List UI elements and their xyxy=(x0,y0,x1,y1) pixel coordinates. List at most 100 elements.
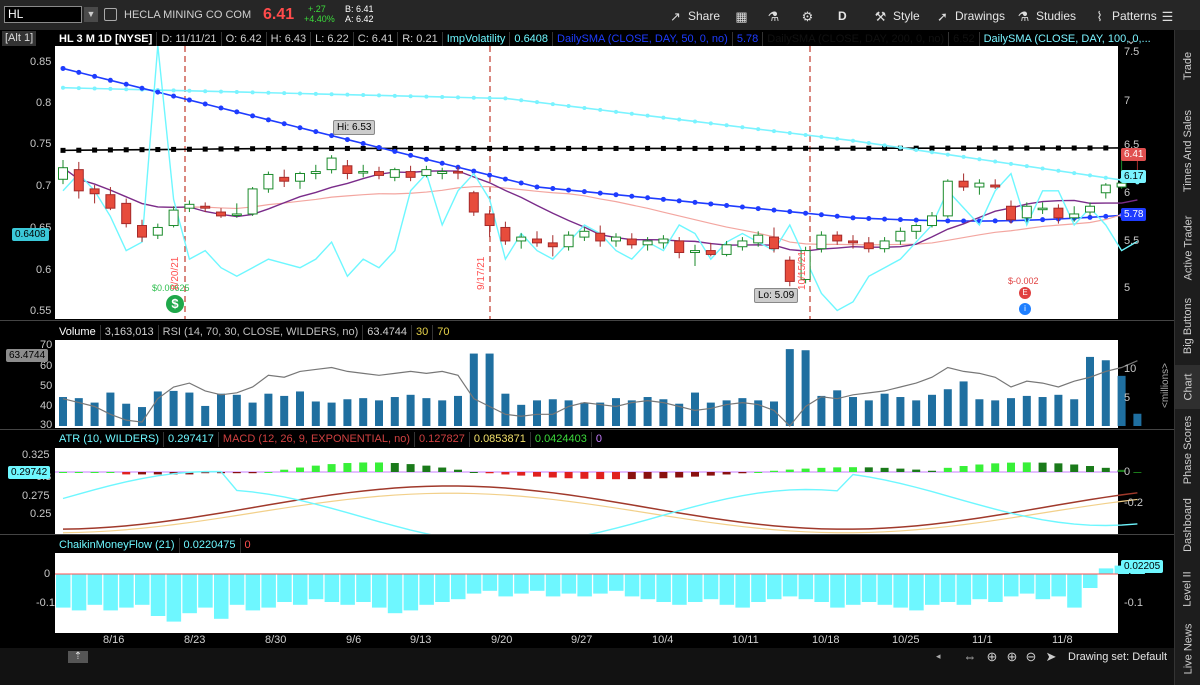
sidebar-tab-dashboard[interactable]: Dashboard xyxy=(1175,488,1200,562)
sidebar-tab-live-news[interactable]: Live News xyxy=(1175,615,1200,683)
sma100-series-point xyxy=(835,136,840,141)
sma50-series-point xyxy=(913,217,919,223)
sma50-series-point xyxy=(613,192,619,198)
volume-bar xyxy=(912,400,921,426)
ma-long-line xyxy=(62,167,1138,246)
sidebar-tab-big-buttons[interactable]: Big Buttons xyxy=(1175,292,1200,360)
sma200-series-point xyxy=(265,146,271,152)
zoom-out-icon[interactable]: ⊖ xyxy=(1025,649,1037,664)
drawing-set-label[interactable]: Drawing set: Default xyxy=(1068,651,1168,663)
crosshair-icon[interactable]: ⊕ xyxy=(986,649,998,664)
sma50-series-point xyxy=(60,65,66,71)
sma50-series-point xyxy=(250,113,256,119)
sidebar-tab-active-trader[interactable]: Active Trader xyxy=(1175,208,1200,288)
macd-hist-bar xyxy=(74,472,83,473)
volume-bar xyxy=(485,353,494,426)
panel-divider[interactable] xyxy=(0,429,1174,430)
alt-badge[interactable]: [Alt 1] xyxy=(2,31,37,46)
sma50-series-point xyxy=(297,125,303,131)
symbol-input[interactable]: HL xyxy=(4,6,82,23)
settings-button[interactable]: ⚙ xyxy=(800,6,815,26)
earnings-icon[interactable]: E xyxy=(1019,287,1031,299)
candle-body xyxy=(500,226,511,242)
volume-chart[interactable] xyxy=(0,340,1174,428)
sma100-series-point xyxy=(614,109,618,114)
sma100-label[interactable]: DailySMA (CLOSE, DAY, 100, 0,... xyxy=(983,32,1151,45)
panel-divider[interactable] xyxy=(0,534,1174,535)
volume-bar xyxy=(659,399,668,426)
price-right-axis-label: 5 xyxy=(1124,282,1131,294)
macd-label[interactable]: MACD (12, 26, 9, EXPONENTIAL, no) xyxy=(219,431,415,447)
impvol-label[interactable]: ImpVolatility xyxy=(443,31,511,47)
cmf-bar xyxy=(925,574,940,605)
sma50-series-point xyxy=(534,184,540,190)
menu-button[interactable]: ☰ xyxy=(1160,6,1175,26)
cmf-bar xyxy=(782,574,798,597)
period-button[interactable]: D xyxy=(838,6,847,26)
sma200-series-point xyxy=(818,145,824,151)
patterns-button[interactable]: ⌇ Patterns xyxy=(1092,6,1156,26)
volume-bar xyxy=(517,404,526,426)
sidebar-tab-trade[interactable]: Trade xyxy=(1175,36,1200,96)
atr-label[interactable]: ATR (10, WILDERS) xyxy=(55,431,165,447)
link-icon[interactable] xyxy=(104,8,117,21)
candle-body xyxy=(737,240,748,248)
pointer-icon[interactable]: ➤ xyxy=(1045,649,1057,664)
cmf-bar xyxy=(103,574,118,611)
cmf-chart[interactable] xyxy=(0,553,1174,633)
macd-hist-bar xyxy=(1070,464,1079,472)
symbol-dropdown-icon[interactable]: ▼ xyxy=(84,7,98,22)
collapse-icon[interactable]: ⌄ xyxy=(1126,33,1137,47)
sma200-label[interactable]: DailySMA (CLOSE, DAY, 200, 0, no) xyxy=(763,31,950,47)
candle-body xyxy=(468,192,479,213)
sma50-series-point xyxy=(850,215,856,221)
atr-left-axis-label: 0.325 xyxy=(22,449,50,461)
volume-bar xyxy=(90,402,99,426)
sma50-series-point xyxy=(376,144,382,150)
price-chart[interactable] xyxy=(0,46,1174,319)
panel-divider[interactable] xyxy=(0,320,1174,321)
sma200-series-point xyxy=(455,145,461,151)
sidebar-tab-phase-scores[interactable]: Phase Scores xyxy=(1175,412,1200,488)
rsi-label[interactable]: RSI (14, 70, 30, CLOSE, WILDERS, no) xyxy=(159,324,364,340)
x-axis-label: 9/6 xyxy=(346,634,362,646)
lab-button[interactable]: ⚗ xyxy=(766,6,781,26)
cmf-bar xyxy=(972,574,987,600)
volume-bar xyxy=(801,350,810,426)
sidebar-tab-times-and-sales[interactable]: Times And Sales xyxy=(1175,96,1200,206)
studies-button[interactable]: ⚗ Studies xyxy=(1016,6,1076,26)
volume-title[interactable]: Volume xyxy=(55,324,101,340)
expiry-date-label: 10/15/21 xyxy=(797,251,808,290)
sidebar-tab-chart[interactable]: Chart xyxy=(1175,365,1200,409)
info-icon[interactable]: i xyxy=(1019,303,1031,315)
cmf-bar xyxy=(609,574,624,591)
expand-panel-icon[interactable]: ⇡ xyxy=(68,651,88,663)
sma50-label[interactable]: DailySMA (CLOSE, DAY, 50, 0, no) xyxy=(553,31,733,47)
cmf-label[interactable]: ChaikinMoneyFlow (21) xyxy=(55,537,180,553)
volume-bar xyxy=(375,400,383,426)
cmf-bar xyxy=(830,574,845,608)
sma100-series-point xyxy=(250,90,255,95)
candle-body xyxy=(484,213,495,227)
style-button[interactable]: ⚒ Style xyxy=(873,6,920,26)
share-icon: ↗ xyxy=(670,8,681,24)
share-button[interactable]: ↗ Share xyxy=(668,6,720,26)
pan-horizontal-icon[interactable]: ⇔ xyxy=(963,649,977,664)
rsi-ob: 70 xyxy=(437,325,450,338)
drawings-button[interactable]: ➚ Drawings xyxy=(935,6,1005,26)
cmf-bar xyxy=(229,574,245,605)
volume-bar xyxy=(311,401,320,426)
candle-body xyxy=(1006,205,1016,221)
atr-macd-chart[interactable] xyxy=(0,448,1174,534)
grid-button[interactable]: ▦ xyxy=(734,6,749,26)
scroll-left-icon[interactable]: ◂ xyxy=(936,651,941,661)
cmf-bar xyxy=(1067,574,1082,608)
cmf-bar xyxy=(798,574,814,600)
sma100-series-point xyxy=(219,89,223,94)
expiry-date-label: 8/20/21 xyxy=(170,256,181,290)
zoom-in-icon[interactable]: ⊕ xyxy=(1006,649,1018,664)
sidebar-tab-level-ii[interactable]: Level II xyxy=(1175,565,1200,613)
macd-hist-bar xyxy=(975,464,984,472)
sma100-series-point xyxy=(914,147,919,152)
dividend-icon[interactable]: $ xyxy=(166,295,184,313)
